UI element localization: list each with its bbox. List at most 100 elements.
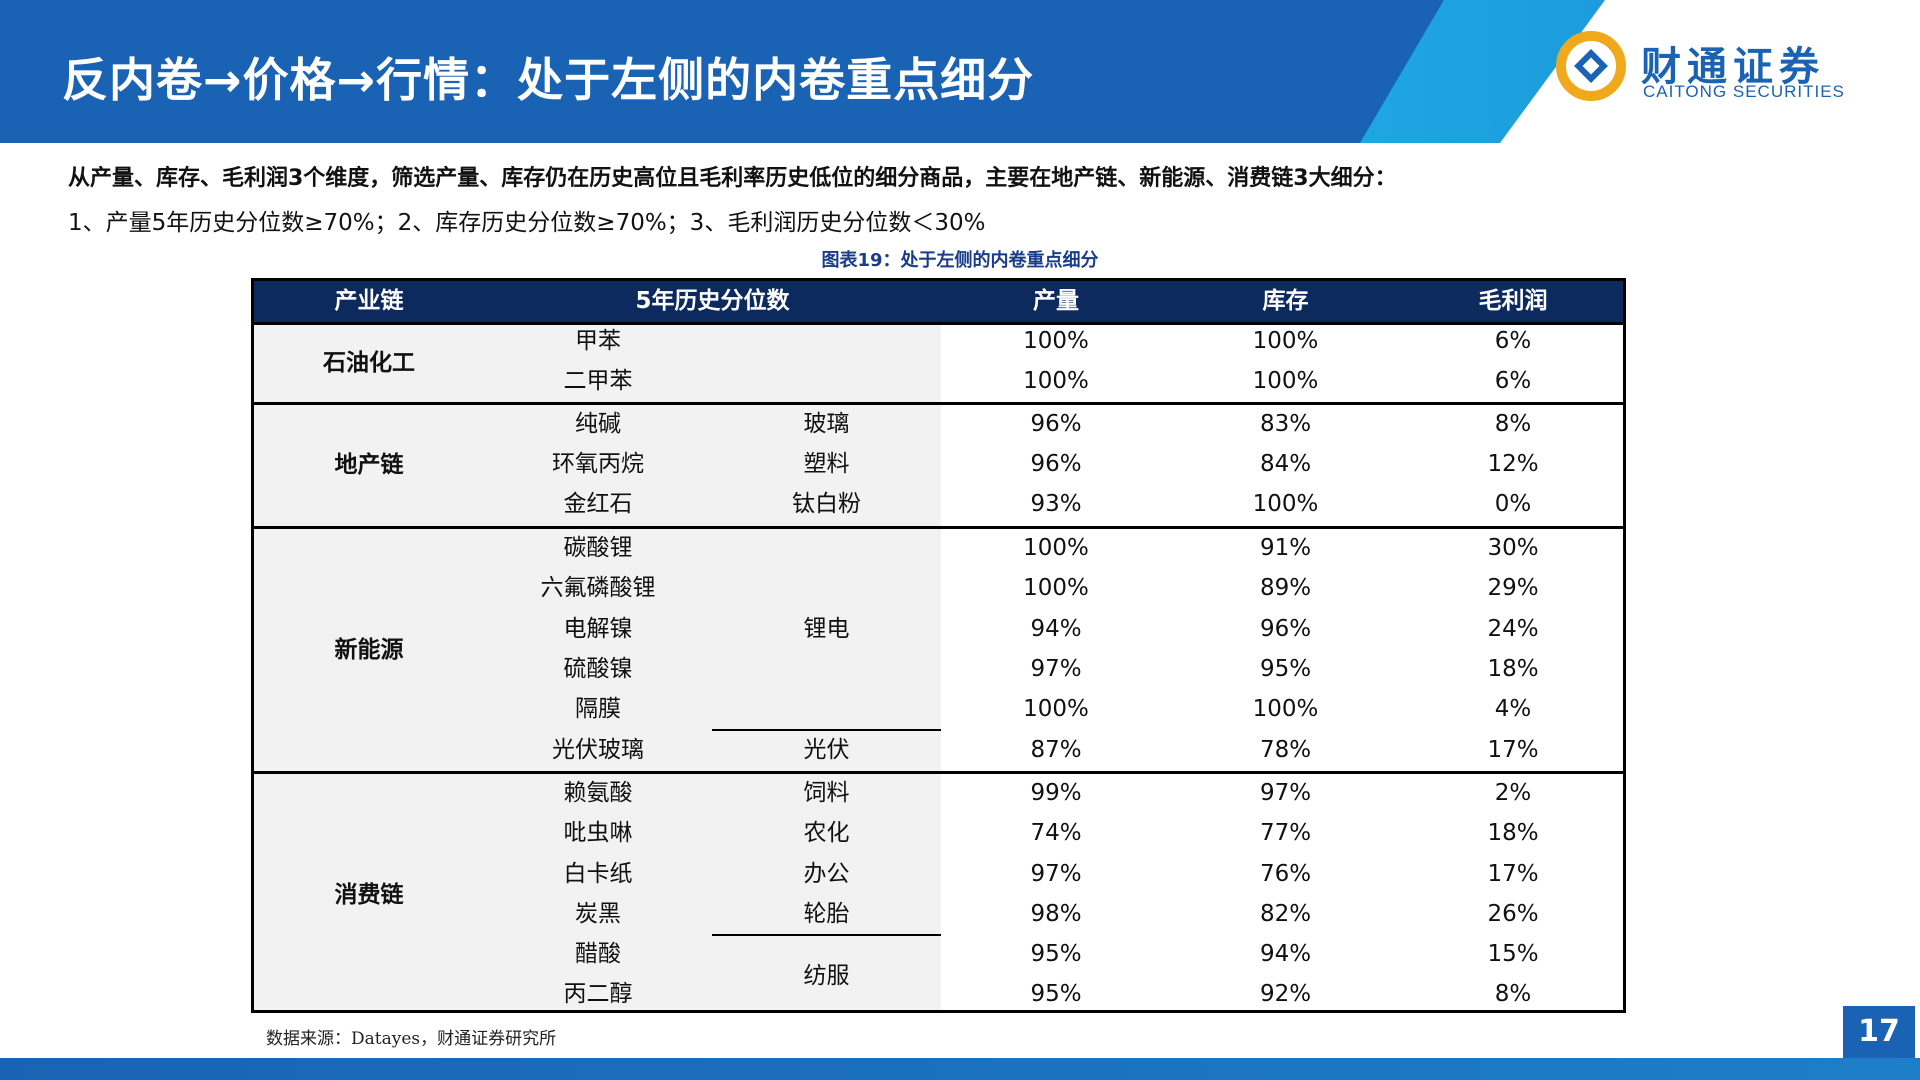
inventory-cell: 100% [1252, 491, 1319, 517]
inventory-cell: 100% [1252, 696, 1319, 722]
group-label-petro: 石油化工 [323, 350, 415, 376]
inventory-cell: 89% [1259, 575, 1312, 601]
group-label-consumer: 消费链 [334, 882, 404, 908]
margin-cell: 29% [1487, 575, 1539, 601]
output-cell: 95% [1030, 941, 1082, 967]
inventory-cell: 76% [1259, 861, 1312, 887]
item-cell: 隔膜 [575, 696, 621, 722]
output-cell: 96% [1030, 411, 1082, 437]
margin-cell: 18% [1487, 820, 1539, 846]
item-cell: 电解镍 [563, 616, 633, 642]
category-cell: 农化 [803, 820, 850, 846]
margin-cell: 0% [1494, 491, 1532, 517]
margin-cell: 17% [1487, 737, 1539, 763]
slide-title: 反内卷→价格→行情：处于左侧的内卷重点细分 [62, 53, 1035, 107]
output-cell: 100% [1023, 535, 1089, 561]
inventory-cell: 92% [1259, 981, 1312, 1007]
output-cell: 97% [1030, 861, 1082, 887]
item-cell: 环氧丙烷 [552, 451, 644, 477]
output-cell: 98% [1030, 901, 1082, 927]
table-row: 六氟磷酸锂 100% 89% 29% [254, 568, 1623, 608]
margin-cell: 18% [1487, 656, 1539, 682]
output-cell: 95% [1030, 981, 1082, 1007]
output-cell: 87% [1030, 737, 1082, 763]
inventory-cell: 95% [1259, 656, 1312, 682]
category-cell: 塑料 [803, 451, 850, 477]
inventory-cell: 91% [1259, 535, 1312, 561]
output-cell: 97% [1030, 656, 1082, 682]
table-row: 丙二醇 95% 92% 8% [254, 974, 1623, 1010]
margin-cell: 6% [1494, 368, 1532, 394]
category-cell [712, 321, 941, 361]
category-cell: 轮胎 [803, 901, 850, 927]
category-cell [712, 361, 941, 401]
table-row: 炭黑 轮胎 98% 82% 26% [254, 894, 1623, 934]
margin-cell: 17% [1487, 861, 1539, 887]
item-cell: 甲苯 [575, 328, 621, 354]
group-divider [254, 402, 1623, 405]
margin-cell: 2% [1494, 780, 1532, 806]
output-cell: 74% [1030, 820, 1082, 846]
col-header-chain: 产业链 [334, 288, 404, 314]
header-band: 反内卷→价格→行情：处于左侧的内卷重点细分 财通证券 CAITONG SECUR… [0, 0, 1920, 143]
merged-cell-textile: 纺服 [803, 963, 850, 989]
table-row: 纯碱 玻璃 96% 83% 8% [254, 404, 1623, 444]
inventory-cell: 77% [1259, 820, 1312, 846]
item-cell: 赖氨酸 [563, 780, 633, 806]
category-cell: 钛白粉 [792, 491, 861, 517]
category-cell: 饲料 [803, 780, 850, 806]
margin-cell: 6% [1494, 328, 1532, 354]
item-cell: 吡虫啉 [563, 820, 633, 846]
output-cell: 100% [1023, 328, 1089, 354]
table-row: 甲苯 100% 100% 6% [254, 321, 1623, 361]
inventory-cell: 94% [1259, 941, 1312, 967]
margin-cell: 15% [1487, 941, 1539, 967]
inventory-cell: 82% [1259, 901, 1312, 927]
table-row: 吡虫啉 农化 74% 77% 18% [254, 813, 1623, 853]
output-cell: 100% [1023, 696, 1089, 722]
logo-mark-icon [1556, 31, 1626, 101]
inventory-cell: 96% [1259, 616, 1312, 642]
figure-title: 图表19：处于左侧的内卷重点细分 [821, 250, 1099, 271]
intro-summary: 从产量、库存、毛利润3个维度，筛选产量、库存仍在历史高位且毛利率历史低位的细分商… [68, 166, 1397, 191]
category-cell: 光伏 [803, 737, 850, 763]
item-cell: 白卡纸 [563, 861, 633, 887]
item-cell: 光伏玻璃 [552, 737, 644, 763]
table-row: 隔膜 100% 100% 4% [254, 689, 1623, 729]
table-row: 碳酸锂 100% 91% 30% [254, 528, 1623, 568]
margin-cell: 12% [1487, 451, 1539, 477]
item-cell: 醋酸 [575, 941, 621, 967]
category-cell: 玻璃 [803, 411, 850, 437]
inventory-cell: 100% [1252, 328, 1319, 354]
col-header-inventory: 库存 [1262, 288, 1309, 314]
intro-criteria: 1、产量5年历史分位数≥70%；2、库存历史分位数≥70%；3、毛利润历史分位数… [68, 210, 986, 236]
subgroup-divider [712, 934, 941, 936]
item-cell: 二甲苯 [563, 368, 633, 394]
item-cell: 硫酸镍 [563, 656, 633, 682]
inventory-cell: 97% [1259, 780, 1312, 806]
group-divider [254, 526, 1623, 529]
output-cell: 96% [1030, 451, 1082, 477]
margin-cell: 8% [1494, 981, 1532, 1007]
inventory-cell: 78% [1259, 737, 1312, 763]
col-header-output: 产量 [1033, 288, 1079, 314]
subgroup-divider [712, 729, 941, 731]
margin-cell: 4% [1494, 696, 1532, 722]
merged-cell-lithium: 锂电 [803, 616, 850, 642]
output-cell: 94% [1030, 616, 1082, 642]
table-row: 金红石 钛白粉 93% 100% 0% [254, 484, 1623, 524]
group-label-realestate: 地产链 [334, 452, 404, 478]
logo-text-en: CAITONG SECURITIES [1643, 82, 1845, 101]
table-row: 光伏玻璃 光伏 87% 78% 17% [254, 730, 1623, 770]
page-number: 17 [1843, 1006, 1915, 1058]
output-cell: 100% [1023, 368, 1089, 394]
table-row: 硫酸镍 97% 95% 18% [254, 649, 1623, 689]
col-header-margin: 毛利润 [1478, 288, 1548, 314]
inventory-cell: 84% [1259, 451, 1312, 477]
table-row: 醋酸 95% 94% 15% [254, 934, 1623, 974]
margin-cell: 26% [1487, 901, 1539, 927]
category-cell: 办公 [803, 861, 850, 887]
data-table: 产业链 5年历史分位数 产量 库存 毛利润 石油化工 地产链 新能源 消费链 锂… [251, 278, 1626, 1013]
table-row: 电解镍 94% 96% 24% [254, 609, 1623, 649]
table-row: 二甲苯 100% 100% 6% [254, 361, 1623, 401]
